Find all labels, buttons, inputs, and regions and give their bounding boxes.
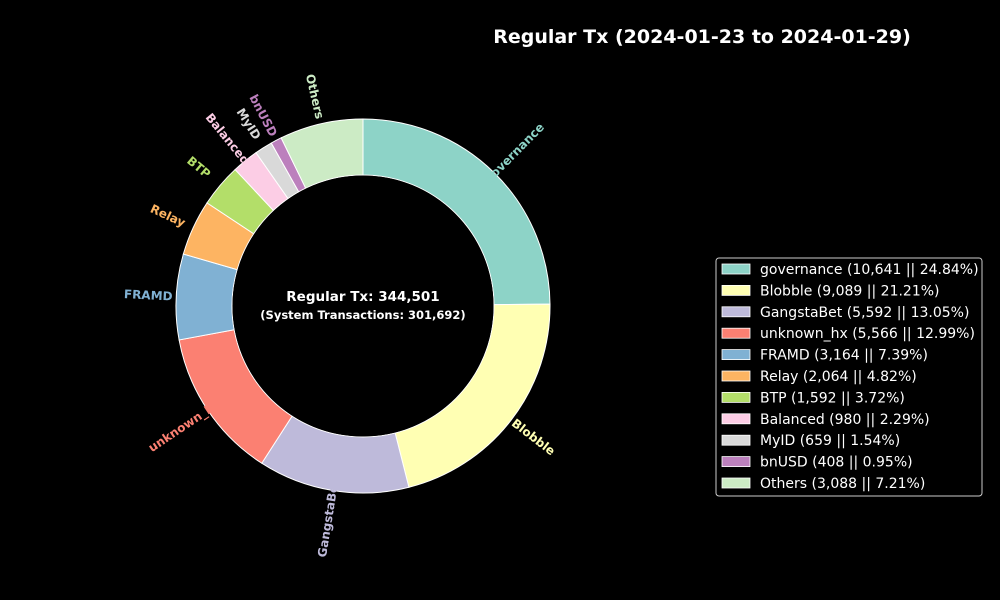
center-sublabel: (System Transactions: 301,692) [260, 308, 465, 322]
legend-swatch [721, 477, 751, 489]
legend-swatch [721, 413, 751, 425]
donut-slices [175, 118, 551, 494]
center-label: Regular Tx: 344,501 [286, 289, 439, 305]
legend-label: Others (3,088 || 7.21%) [760, 476, 925, 492]
slice-label: Blobble [509, 416, 558, 458]
legend-swatch [721, 263, 751, 275]
slice-label: GangstaBet [315, 478, 342, 559]
legend-swatch [721, 370, 751, 382]
slice-others [280, 118, 364, 189]
legend-swatch [721, 306, 751, 318]
chart-title: Regular Tx (2024-01-23 to 2024-01-29) [493, 26, 911, 48]
legend-label: unknown_hx (5,566 || 12.99%) [760, 326, 975, 342]
slice-label: unknown_hx [146, 396, 224, 455]
donut-hole [232, 175, 494, 437]
legend-label: MyID (659 || 1.54%) [760, 433, 900, 449]
legend-swatch [721, 327, 751, 339]
legend-label: BTP (1,592 || 3.72%) [760, 390, 905, 406]
slice-label: governance [481, 120, 547, 186]
legend-swatch [721, 349, 751, 361]
legend-swatch [721, 456, 751, 468]
slice-label: Others [303, 73, 327, 121]
slice-label: BTP [184, 154, 213, 182]
legend-label: FRAMD (3,164 || 7.39%) [760, 348, 928, 364]
legend-swatch [721, 391, 751, 403]
legend-label: Relay (2,064 || 4.82%) [760, 369, 917, 385]
legend-swatch [721, 284, 751, 296]
slice-label: Relay [148, 202, 188, 230]
legend-label: governance (10,641 || 24.84%) [760, 262, 979, 278]
legend-swatch [721, 434, 751, 446]
legend: governance (10,641 || 24.84%) Blobble (9,… [715, 257, 983, 497]
legend-label: GangstaBet (5,592 || 13.05%) [760, 305, 969, 321]
legend-label: bnUSD (408 || 0.95%) [760, 455, 913, 471]
slice-label: FRAMD [124, 287, 173, 303]
legend-label: Blobble (9,089 || 21.21%) [760, 283, 940, 299]
legend-label: Balanced (980 || 2.29%) [760, 412, 930, 428]
legend-frame [715, 257, 983, 497]
